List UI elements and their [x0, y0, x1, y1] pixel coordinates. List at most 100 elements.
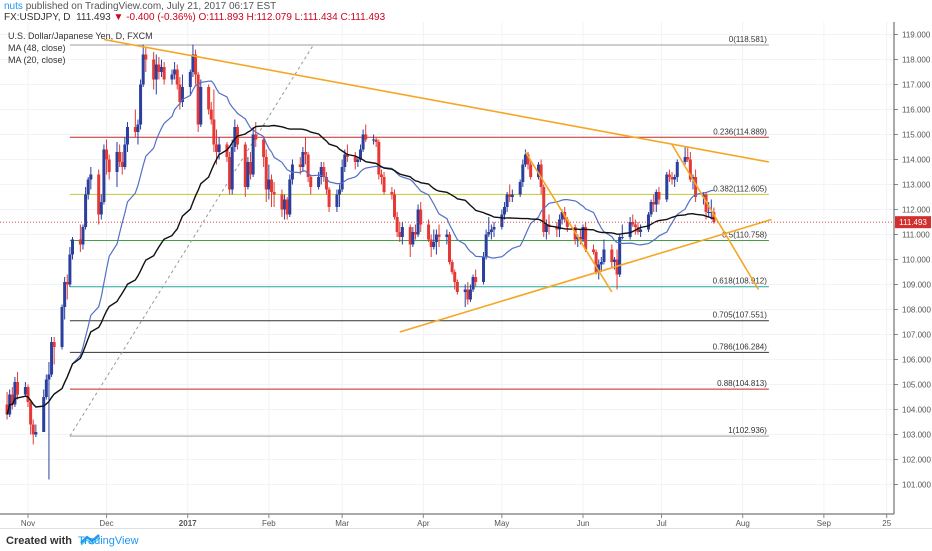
candle-body [120, 162, 124, 167]
fib-retracement: 0(118.581) 0.236(114.889) 0.382(112.605) 0.… [69, 35, 769, 437]
y-tick-label: 109.000 [902, 281, 931, 290]
candle-body [447, 234, 451, 262]
candle-body [212, 119, 216, 145]
candle-body [526, 154, 530, 165]
candle-body [539, 164, 543, 187]
x-tick-label: Apr [417, 519, 430, 528]
last-price-tag[interactable] [895, 216, 931, 229]
candle-body [466, 289, 470, 300]
candle-body [599, 262, 603, 265]
candle-body [99, 202, 103, 215]
x-tick-label: 2017 [179, 519, 197, 528]
may-decline-line [524, 151, 613, 293]
candle-body [173, 69, 177, 75]
candle-body [317, 177, 321, 187]
candle-body [285, 199, 289, 215]
candle-body [356, 159, 360, 162]
candle-body [118, 152, 122, 162]
y-tick-label: 105.000 [902, 381, 931, 390]
candle-body [667, 174, 671, 177]
candle-body [141, 54, 145, 85]
x-tick-label: May [494, 519, 509, 528]
candle-body [246, 162, 250, 187]
candle-body [115, 152, 119, 172]
candle-body [306, 154, 310, 177]
candle-body [670, 177, 674, 180]
x-tick-label: Aug [736, 519, 750, 528]
candle-body [581, 227, 585, 240]
candle-body [529, 164, 533, 177]
price-axis[interactable]: 101.000 102.000 103.000 104.000 105.000 106.0… [0, 22, 931, 514]
y-tick-label: 111.000 [902, 231, 930, 240]
candle-body [71, 239, 75, 255]
candle-body [144, 54, 148, 60]
candle-body [518, 182, 522, 195]
candle-body [372, 139, 376, 141]
candle-body [335, 194, 339, 207]
candle-body [361, 134, 365, 150]
candle-body [319, 167, 323, 177]
candle-body [340, 167, 344, 190]
candle-body [230, 147, 234, 190]
candle-body [618, 237, 622, 275]
candle-body [288, 179, 292, 215]
candle-body [379, 174, 383, 177]
candle-body [191, 54, 195, 72]
candle-body [243, 144, 247, 187]
candle-body [377, 142, 381, 175]
candle-body [170, 74, 174, 80]
fib-level-label: 0(118.581) [729, 35, 767, 44]
candle-body [89, 174, 93, 180]
candle-body [353, 157, 357, 162]
candle-body [657, 192, 661, 200]
candle-body [487, 232, 491, 235]
candle-body [709, 212, 713, 213]
y-tick-label: 107.000 [902, 331, 931, 340]
fib-level-label: 0.88(104.813) [717, 379, 767, 388]
last-price: 111.493 [76, 12, 111, 23]
candle-body [34, 432, 38, 435]
tradingview-brand[interactable]: TradingView [78, 535, 139, 547]
candle-body [578, 237, 582, 240]
candle-body [400, 227, 404, 237]
candle-body [31, 424, 35, 435]
y-tick-label: 112.000 [902, 206, 931, 215]
candle-body [654, 192, 658, 205]
candle-body [712, 212, 716, 223]
tradingview-logo-icon[interactable] [56, 533, 126, 547]
y-tick-label: 102.000 [902, 456, 931, 465]
candle-body [133, 127, 137, 132]
candle-body [86, 179, 90, 195]
candle-body [97, 174, 101, 215]
candle-body [411, 232, 415, 245]
candle-body [102, 149, 106, 202]
ma20-line [6, 80, 714, 415]
fib-level-label: 0.705(107.551) [713, 311, 768, 320]
y-tick-label: 106.000 [902, 356, 931, 365]
author-link[interactable]: nuts [4, 1, 23, 12]
candle-body [16, 382, 20, 395]
candle-body [272, 192, 276, 195]
fib-level-label: 0.618(108.912) [713, 277, 768, 286]
candle-body [63, 282, 67, 307]
candle-body [267, 179, 271, 190]
candle-body [301, 152, 305, 167]
candle-body [429, 239, 433, 247]
candle-body [78, 239, 82, 245]
y-tick-label: 101.000 [902, 481, 931, 490]
candle-body [542, 187, 546, 232]
candle-body [343, 154, 347, 167]
candle-body [364, 134, 368, 140]
candle-body [178, 84, 182, 102]
candle-body [602, 249, 606, 262]
candle-body [683, 157, 687, 162]
candle-body [44, 379, 48, 397]
created-with-label: Created with [6, 535, 73, 547]
candle-body [694, 177, 698, 197]
candle-body [123, 144, 127, 167]
candle-body [427, 224, 431, 240]
time-axis[interactable]: Nov Dec 2017 Feb Mar Apr May Jun Jul Aug Sep 25 [0, 513, 894, 528]
candle-body [139, 84, 143, 125]
candle-body [5, 404, 9, 415]
